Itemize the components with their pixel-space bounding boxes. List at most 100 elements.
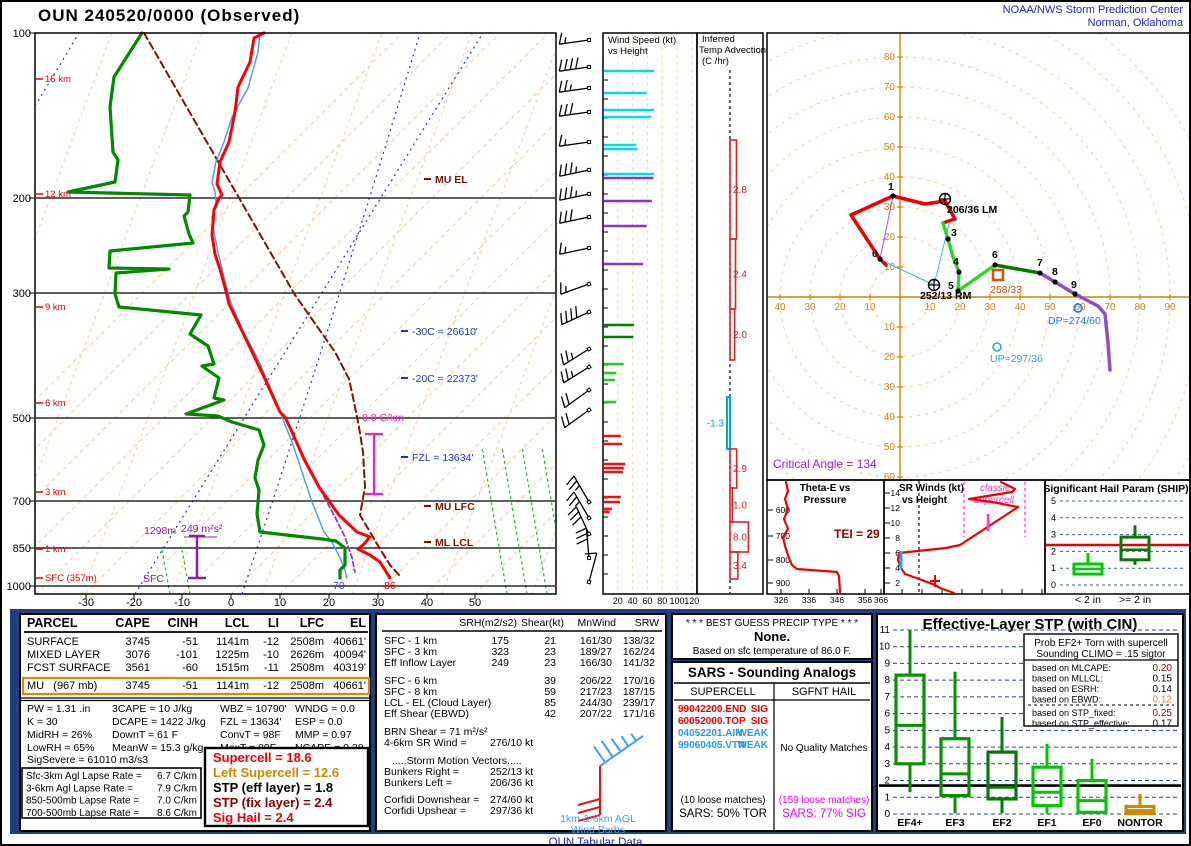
skewt-annotation: FZL = 13634' <box>412 452 473 464</box>
sig-severe-value: SigSevere = 61010 m3/s3 <box>27 754 148 766</box>
hodo-axis-label: 10 <box>924 302 936 313</box>
thetae-x-label: 366 <box>874 595 888 605</box>
sounding-title: OUN 240520/0000 (Observed) <box>38 6 301 25</box>
index-value: ConvT = 98F <box>220 729 281 741</box>
wind-axis-label: 120 <box>684 596 699 606</box>
wind-barb <box>560 346 592 366</box>
sars-match-cat: SIG <box>751 716 768 727</box>
tabular-data-link[interactable]: OUN Tabular Data <box>548 837 643 846</box>
hodo-km-dot <box>1052 279 1058 285</box>
index-value: FZL = 13634' <box>220 716 281 728</box>
stp-prob-label: based on EBWD: <box>1032 695 1101 705</box>
wetbulb-trace <box>211 32 348 579</box>
sars-match: 60052000.TOP SIG <box>678 716 768 727</box>
parcel-cell: -11 <box>264 662 279 674</box>
hodo-marker-label: UP=297/36 <box>990 353 1043 365</box>
hodo-axis-label: 20 <box>884 232 896 243</box>
sars-match-name: 99060405.VTN <box>678 740 745 751</box>
storm-motion-header: .....Storm Motion Vectors..... <box>392 755 522 767</box>
hodo-axis-label: 70 <box>884 82 896 93</box>
parcel-cell: 1141m <box>216 680 249 692</box>
sr-y-label: 14 <box>891 488 901 498</box>
shear-cell: 161/30 <box>580 635 612 647</box>
sr-wind-value: 276/10 kt <box>490 737 533 749</box>
parcel-cell: FCST SURFACE <box>27 662 111 674</box>
hodo-axis-label: 30 <box>884 382 896 393</box>
hodo-marker-label: DP=274/60 <box>1048 315 1101 327</box>
parcel-box: PARCEL CAPE CINH LCL LI LFC EL SURFACE 3745 -51 11… <box>19 613 371 832</box>
ship-y-label: 3 <box>1051 530 1056 540</box>
shear-row: SFC - 6 km 39 206/22 170/16 <box>384 675 655 687</box>
temp-tick-label: 20 <box>323 597 335 609</box>
hodo-axis-label: 10 <box>864 302 876 313</box>
ship-x-label: < 2 in <box>1075 594 1101 606</box>
stp-prob-label: based on MLLCL: <box>1032 674 1103 684</box>
motion-label: Corfidi Upshear = <box>384 805 466 817</box>
temp-tick-label: 10 <box>274 597 286 609</box>
sr-y-label: 8 <box>895 533 900 543</box>
hodo-km-dot <box>956 269 962 275</box>
stp-x-label: EF1 <box>1037 817 1056 829</box>
precip-box: * * * BEST GUESS PRECIP TYPE * * *None. B… <box>671 613 873 660</box>
lapse-label: 700-500mb Lapse Rate = <box>26 808 139 819</box>
pressure-tick-label: 700 <box>13 496 31 508</box>
stp-prob-label: based on ESRH: <box>1032 684 1099 694</box>
mu-highlight <box>21 676 371 696</box>
stp-y-label: 4 <box>884 742 890 753</box>
stp-y-label: 1 <box>884 792 890 803</box>
stp-x-label: EF0 <box>1082 817 1101 829</box>
skewt-annotation: MU EL <box>435 174 468 186</box>
sars-match-name: 99042200.END <box>678 704 746 715</box>
height-tick-label: 12 km <box>45 189 71 200</box>
hodo-km-label: 3 <box>951 227 957 239</box>
parcel-cell: -12 <box>263 636 279 648</box>
skewt-annotation: -20C = 22373' <box>412 373 478 385</box>
hodo-helper-line <box>879 195 894 260</box>
parcel-header: PARCEL <box>27 616 78 630</box>
motion-label: Bunkers Right = <box>384 766 459 778</box>
hodo-km-dot <box>955 288 961 294</box>
skewt-annotation: 1298m <box>144 525 176 537</box>
agency-header: NOAA/NWS Storm Prediction Center Norman,… <box>1003 4 1183 30</box>
shear-layer: SFC - 8 km <box>384 686 437 698</box>
shear-cell: 207/22 <box>580 708 612 720</box>
stp-prob-label: based on STP_fixed: <box>1032 708 1116 718</box>
thetae-y-label: 900 <box>776 578 790 588</box>
tei-value: TEI = 29 <box>834 527 880 541</box>
advection-value: 8.0 <box>733 533 747 544</box>
wind-barb <box>575 527 592 561</box>
stp-y-label: 2 <box>884 776 890 787</box>
parcel-cell: 1515m <box>215 662 249 674</box>
advection-value: 3.4 <box>733 561 747 572</box>
agency-line1: NOAA/NWS Storm Prediction Center <box>1002 4 1183 16</box>
index-value: LowRH = 65% <box>27 742 94 754</box>
hodo-axis-label: 50 <box>1044 302 1056 313</box>
hodo-axis-label: 20 <box>884 352 896 363</box>
wind-barb <box>559 209 592 224</box>
index-value: DCAPE = 1422 J/kg <box>112 716 206 728</box>
shear-row: Eff Shear (EBWD) 42 207/22 171/16 <box>384 708 655 720</box>
parcel-cell: -10 <box>263 649 279 661</box>
parcel-cell: 3745 <box>126 636 150 648</box>
footer: OUN Tabular Data <box>2 833 1189 846</box>
height-tick-label: 9 km <box>45 302 66 313</box>
lapse-value: 7.0 C/km <box>157 796 197 807</box>
stp-x-label: EF4+ <box>897 817 922 829</box>
hodo-axis-label: 30 <box>984 302 996 313</box>
hodo-km-label: 5 <box>948 280 954 292</box>
shear-layer: LCL - EL (Cloud Layer) <box>384 697 491 709</box>
hodo-axis-label: 10 <box>884 262 896 273</box>
stp-prob-label: based on STP_effective: <box>1032 719 1130 729</box>
temp-tick-label: 40 <box>421 597 433 609</box>
temp-tick-label: -10 <box>174 597 190 609</box>
sars-footer: SARS: 50% TOR <box>679 808 767 820</box>
composite-value: Left Supercell = 12.6 <box>213 765 339 780</box>
wind-barb <box>558 103 592 117</box>
indices-row: PW = 1.31 .in 3CAPE = 10 J/kg WBZ = 10790'… <box>27 703 355 715</box>
sars-footer: SARS: 77% SIG <box>782 808 866 820</box>
hodo-km-label: 4 <box>953 256 959 268</box>
barb-graphic-label: 1km & 6km AGL <box>560 813 636 825</box>
